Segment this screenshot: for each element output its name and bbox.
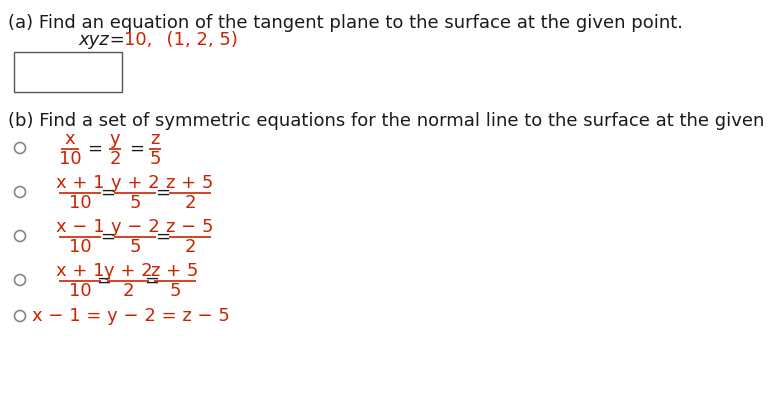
Text: 10,: 10, [124,31,153,49]
Text: y + 2: y + 2 [111,174,160,192]
Text: (a) Find an equation of the tangent plane to the surface at the given point.: (a) Find an equation of the tangent plan… [8,14,683,32]
Text: 2: 2 [123,282,133,300]
Text: 5: 5 [150,150,160,168]
Text: x − 1: x − 1 [56,218,104,236]
Text: 5: 5 [170,282,180,300]
Text: =: = [104,31,130,49]
Text: z + 5: z + 5 [167,174,214,192]
Text: 10: 10 [69,194,91,212]
Text: x + 1: x + 1 [56,262,104,280]
Text: 2: 2 [109,150,121,168]
Text: x − 1 = y − 2 = z − 5: x − 1 = y − 2 = z − 5 [32,307,230,325]
Text: y + 2: y + 2 [103,262,153,280]
Bar [14,52,122,92]
Text: z: z [150,130,160,148]
Text: =: = [87,140,102,158]
Text: xyz: xyz [78,31,109,49]
Text: =: = [100,184,115,202]
Text: y − 2: y − 2 [110,218,160,236]
Text: x: x [65,130,76,148]
Text: 10: 10 [59,150,81,168]
Text: 5: 5 [130,238,141,256]
Text: =: = [155,228,170,246]
Text: z − 5: z − 5 [167,218,214,236]
Text: 10: 10 [69,238,91,256]
Text: (1, 2, 5): (1, 2, 5) [155,31,238,49]
Text: =: = [96,272,112,290]
Text: x + 1: x + 1 [56,174,104,192]
Text: 5: 5 [130,194,141,212]
Text: =: = [155,184,170,202]
Text: 2: 2 [184,194,196,212]
Text: =: = [130,140,144,158]
Text: z + 5: z + 5 [151,262,199,280]
Text: =: = [100,228,115,246]
Text: =: = [144,272,159,290]
Text: 10: 10 [69,282,91,300]
Text: y: y [109,130,120,148]
Text: 2: 2 [184,238,196,256]
Text: (b) Find a set of symmetric equations for the normal line to the surface at the : (b) Find a set of symmetric equations fo… [8,112,771,130]
